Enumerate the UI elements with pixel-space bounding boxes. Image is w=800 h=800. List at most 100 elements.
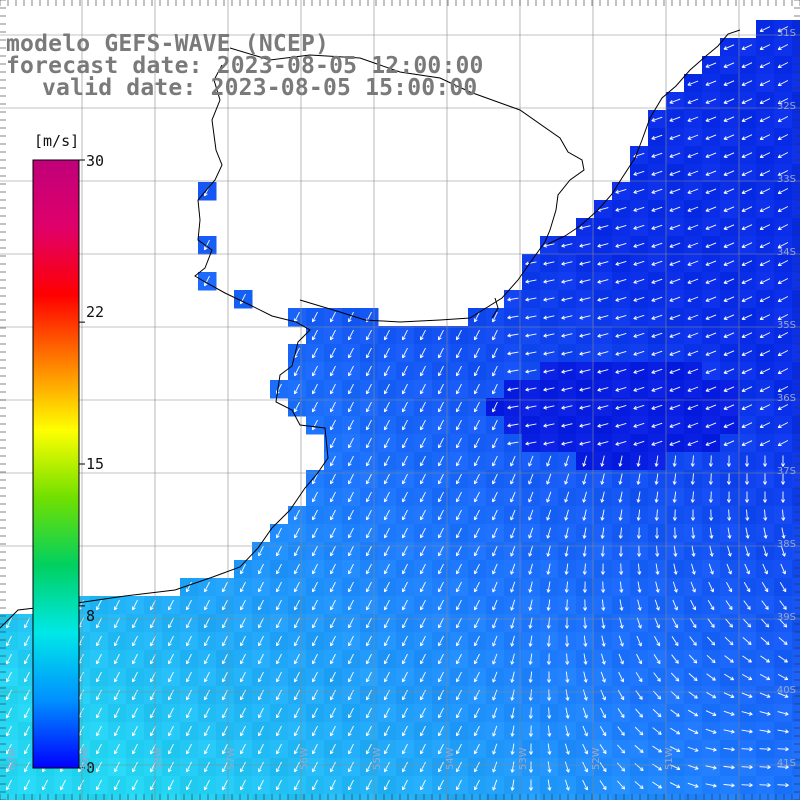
wind-arrow: [780, 473, 786, 485]
wind-arrow: [723, 116, 735, 122]
wind-arrow: [311, 545, 318, 557]
wind-cell: [792, 236, 800, 255]
wind-arrow: [777, 368, 789, 375]
wind-arrow: [293, 581, 300, 593]
wind-arrow: [455, 761, 462, 773]
wind-arrow: [275, 779, 282, 791]
wind-arrow: [669, 422, 681, 428]
wind-arrow: [149, 599, 156, 611]
wind-arrow: [687, 368, 699, 374]
wind-arrow: [167, 671, 174, 683]
wind-arrow: [347, 383, 354, 395]
wind-arrow: [383, 365, 390, 377]
wind-cell: [702, 794, 721, 800]
wind-arrow: [597, 441, 609, 446]
wind-arrow: [672, 599, 678, 611]
wind-cell: [126, 794, 145, 800]
wind-arrow: [239, 707, 246, 719]
wind-arrow: [131, 671, 138, 683]
wind-arrow: [473, 761, 480, 773]
wind-arrow: [492, 563, 498, 575]
wind-arrow: [709, 545, 714, 557]
wind-arrow: [221, 617, 228, 629]
wind-arrow: [725, 600, 733, 610]
wind-arrow: [582, 527, 587, 539]
wind-arrow: [329, 347, 336, 359]
wind-arrow: [77, 761, 84, 773]
wind-arrow: [673, 545, 678, 557]
wind-arrow: [582, 743, 589, 755]
wind-arrow: [618, 545, 624, 557]
wind-arrow: [311, 725, 318, 737]
wind-arrow: [365, 671, 372, 683]
wind-arrow: [293, 365, 300, 377]
wind-arrow: [401, 455, 408, 467]
wind-arrow: [455, 545, 462, 557]
wind-arrow: [311, 599, 318, 611]
wind-arrow: [365, 707, 372, 719]
wind-arrow: [633, 278, 645, 284]
wind-arrow: [653, 654, 661, 665]
wind-arrow: [780, 455, 786, 467]
wind-arrow: [547, 689, 552, 701]
wind-cell: [792, 218, 800, 237]
wind-arrow: [741, 729, 753, 734]
wind-arrow: [203, 635, 210, 647]
wind-arrow: [633, 368, 645, 374]
wind-arrow: [636, 455, 641, 467]
wind-arrow: [455, 635, 462, 647]
wind-cell: [792, 272, 800, 291]
wind-arrow: [723, 440, 735, 446]
wind-arrow: [723, 404, 735, 410]
wind-arrow: [615, 242, 627, 248]
wind-arrow: [579, 441, 591, 446]
wind-arrow: [705, 62, 717, 68]
wind-arrow: [383, 617, 390, 629]
wind-arrow: [759, 152, 771, 159]
wind-arrow: [600, 689, 606, 701]
wind-cell: [792, 614, 800, 633]
wind-arrow: [599, 744, 607, 754]
wind-cell: [198, 794, 217, 800]
wind-arrow: [528, 779, 534, 791]
wind-arrow: [669, 404, 681, 410]
wind-arrow: [687, 350, 699, 356]
wind-arrow: [455, 437, 462, 449]
wind-arrow: [634, 781, 644, 790]
wind-arrow: [455, 671, 462, 683]
wind-arrow: [687, 242, 699, 248]
wind-arrow: [329, 473, 336, 485]
wind-arrow: [275, 635, 282, 647]
wind-arrow: [455, 455, 462, 467]
wind-arrow: [579, 369, 591, 374]
wind-arrow: [618, 509, 623, 521]
wind-arrow: [5, 779, 12, 791]
wind-arrow: [401, 329, 408, 341]
wind-arrow: [744, 545, 750, 557]
wind-arrow: [723, 692, 735, 699]
wind-arrow: [329, 401, 336, 413]
wind-arrow: [473, 671, 480, 683]
wind-arrow: [257, 545, 264, 557]
wind-arrow: [383, 563, 390, 575]
wind-arrow: [687, 98, 699, 104]
wind-arrow: [690, 455, 695, 467]
wind-arrow: [561, 441, 573, 446]
wind-cell: [468, 794, 487, 800]
wind-arrow: [706, 691, 717, 699]
wind-arrow: [579, 387, 591, 392]
wind-arrow: [615, 350, 627, 356]
wind-arrow: [507, 297, 519, 302]
wind-arrow: [185, 617, 192, 629]
wind-arrow: [365, 473, 372, 485]
wind-arrow: [419, 527, 426, 539]
wind-arrow: [759, 368, 771, 375]
wind-arrow: [760, 637, 770, 646]
wind-arrow: [95, 653, 102, 665]
wind-arrow: [473, 437, 480, 449]
wind-arrow: [579, 405, 591, 410]
wind-arrow: [759, 278, 771, 285]
wind-arrow: [167, 761, 174, 773]
